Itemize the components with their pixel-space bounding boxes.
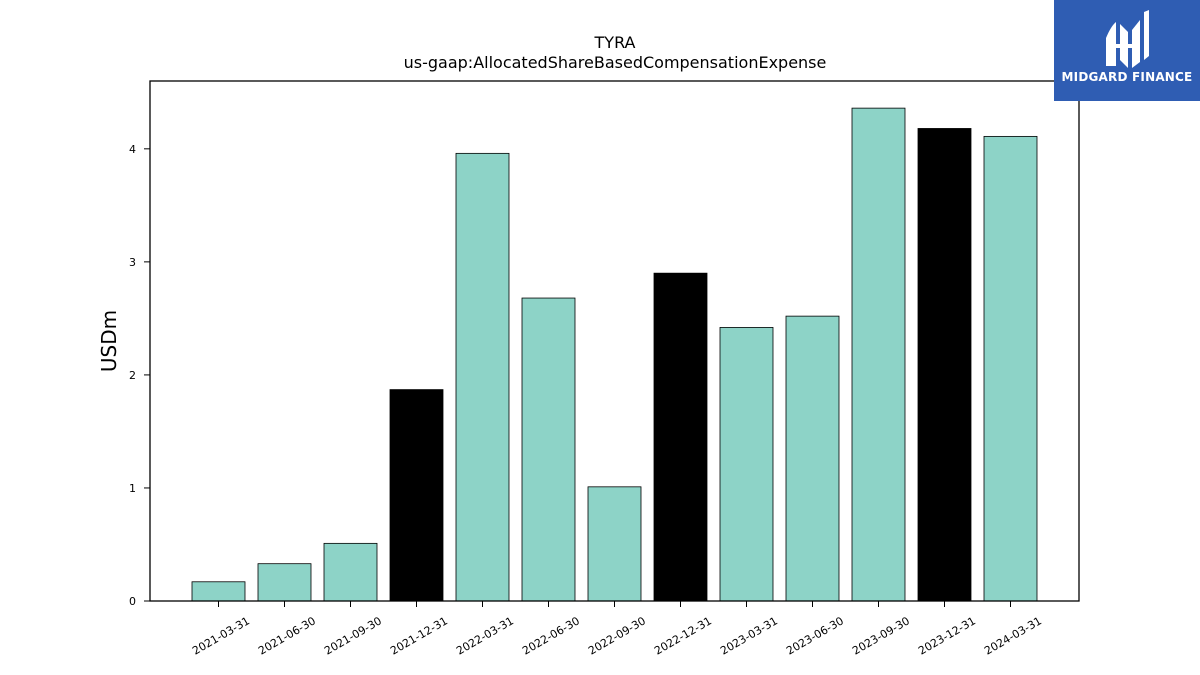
x-tick-label: 2021-06-30	[256, 614, 318, 657]
y-tick-label: 3	[129, 256, 136, 269]
x-tick-label: 2023-03-31	[718, 614, 780, 657]
brand-name: MIDGARD FINANCE	[1061, 70, 1193, 84]
y-tick-label: 1	[129, 482, 136, 495]
midgard-logo-icon	[1106, 10, 1149, 68]
bar-2021-06-30	[257, 563, 312, 602]
x-tick-label: 2021-03-31	[190, 614, 252, 657]
x-tick-label: 2024-03-31	[982, 614, 1044, 657]
bar-2022-03-31	[455, 152, 510, 602]
y-ticks-group: 0 1 2 3 4	[129, 143, 150, 608]
bar-2022-06-30	[521, 297, 576, 602]
y-tick-label: 0	[129, 595, 136, 608]
bar-2021-03-31	[191, 581, 246, 602]
x-tick-label: 2021-09-30	[322, 614, 384, 657]
x-tick-label: 2022-12-31	[652, 614, 714, 657]
bar-2023-03-31	[719, 327, 774, 602]
x-tick-label: 2023-12-31	[916, 614, 978, 657]
chart-title: TYRA	[594, 33, 636, 52]
bar-2022-09-30	[587, 486, 642, 602]
bar-2021-09-30	[323, 542, 378, 602]
y-axis-label: USDm	[97, 310, 121, 372]
x-tick-label: 2022-03-31	[454, 614, 516, 657]
bar-2022-12-31	[653, 272, 708, 602]
x-tick-label: 2023-09-30	[850, 614, 912, 657]
y-tick-label: 2	[129, 369, 136, 382]
bar-2023-12-31	[917, 128, 972, 602]
x-tick-label: 2021-12-31	[388, 614, 450, 657]
bars-group	[191, 107, 1038, 602]
brand-logo: MIDGARD FINANCE	[1054, 0, 1200, 101]
x-tick-label: 2022-09-30	[586, 614, 648, 657]
bar-2023-09-30	[851, 107, 906, 602]
x-tick-label: 2022-06-30	[520, 614, 582, 657]
x-ticks-group: 2021-03-31 2021-06-30 2021-09-30 2021-12-31…	[190, 601, 1044, 658]
y-tick-label: 4	[129, 143, 136, 156]
chart-subtitle: us-gaap:AllocatedShareBasedCompensationE…	[404, 53, 827, 72]
bar-2023-06-30	[785, 315, 840, 602]
bar-2024-03-31	[983, 135, 1038, 602]
bar-2021-12-31	[389, 389, 444, 602]
x-tick-label: 2023-06-30	[784, 614, 846, 657]
